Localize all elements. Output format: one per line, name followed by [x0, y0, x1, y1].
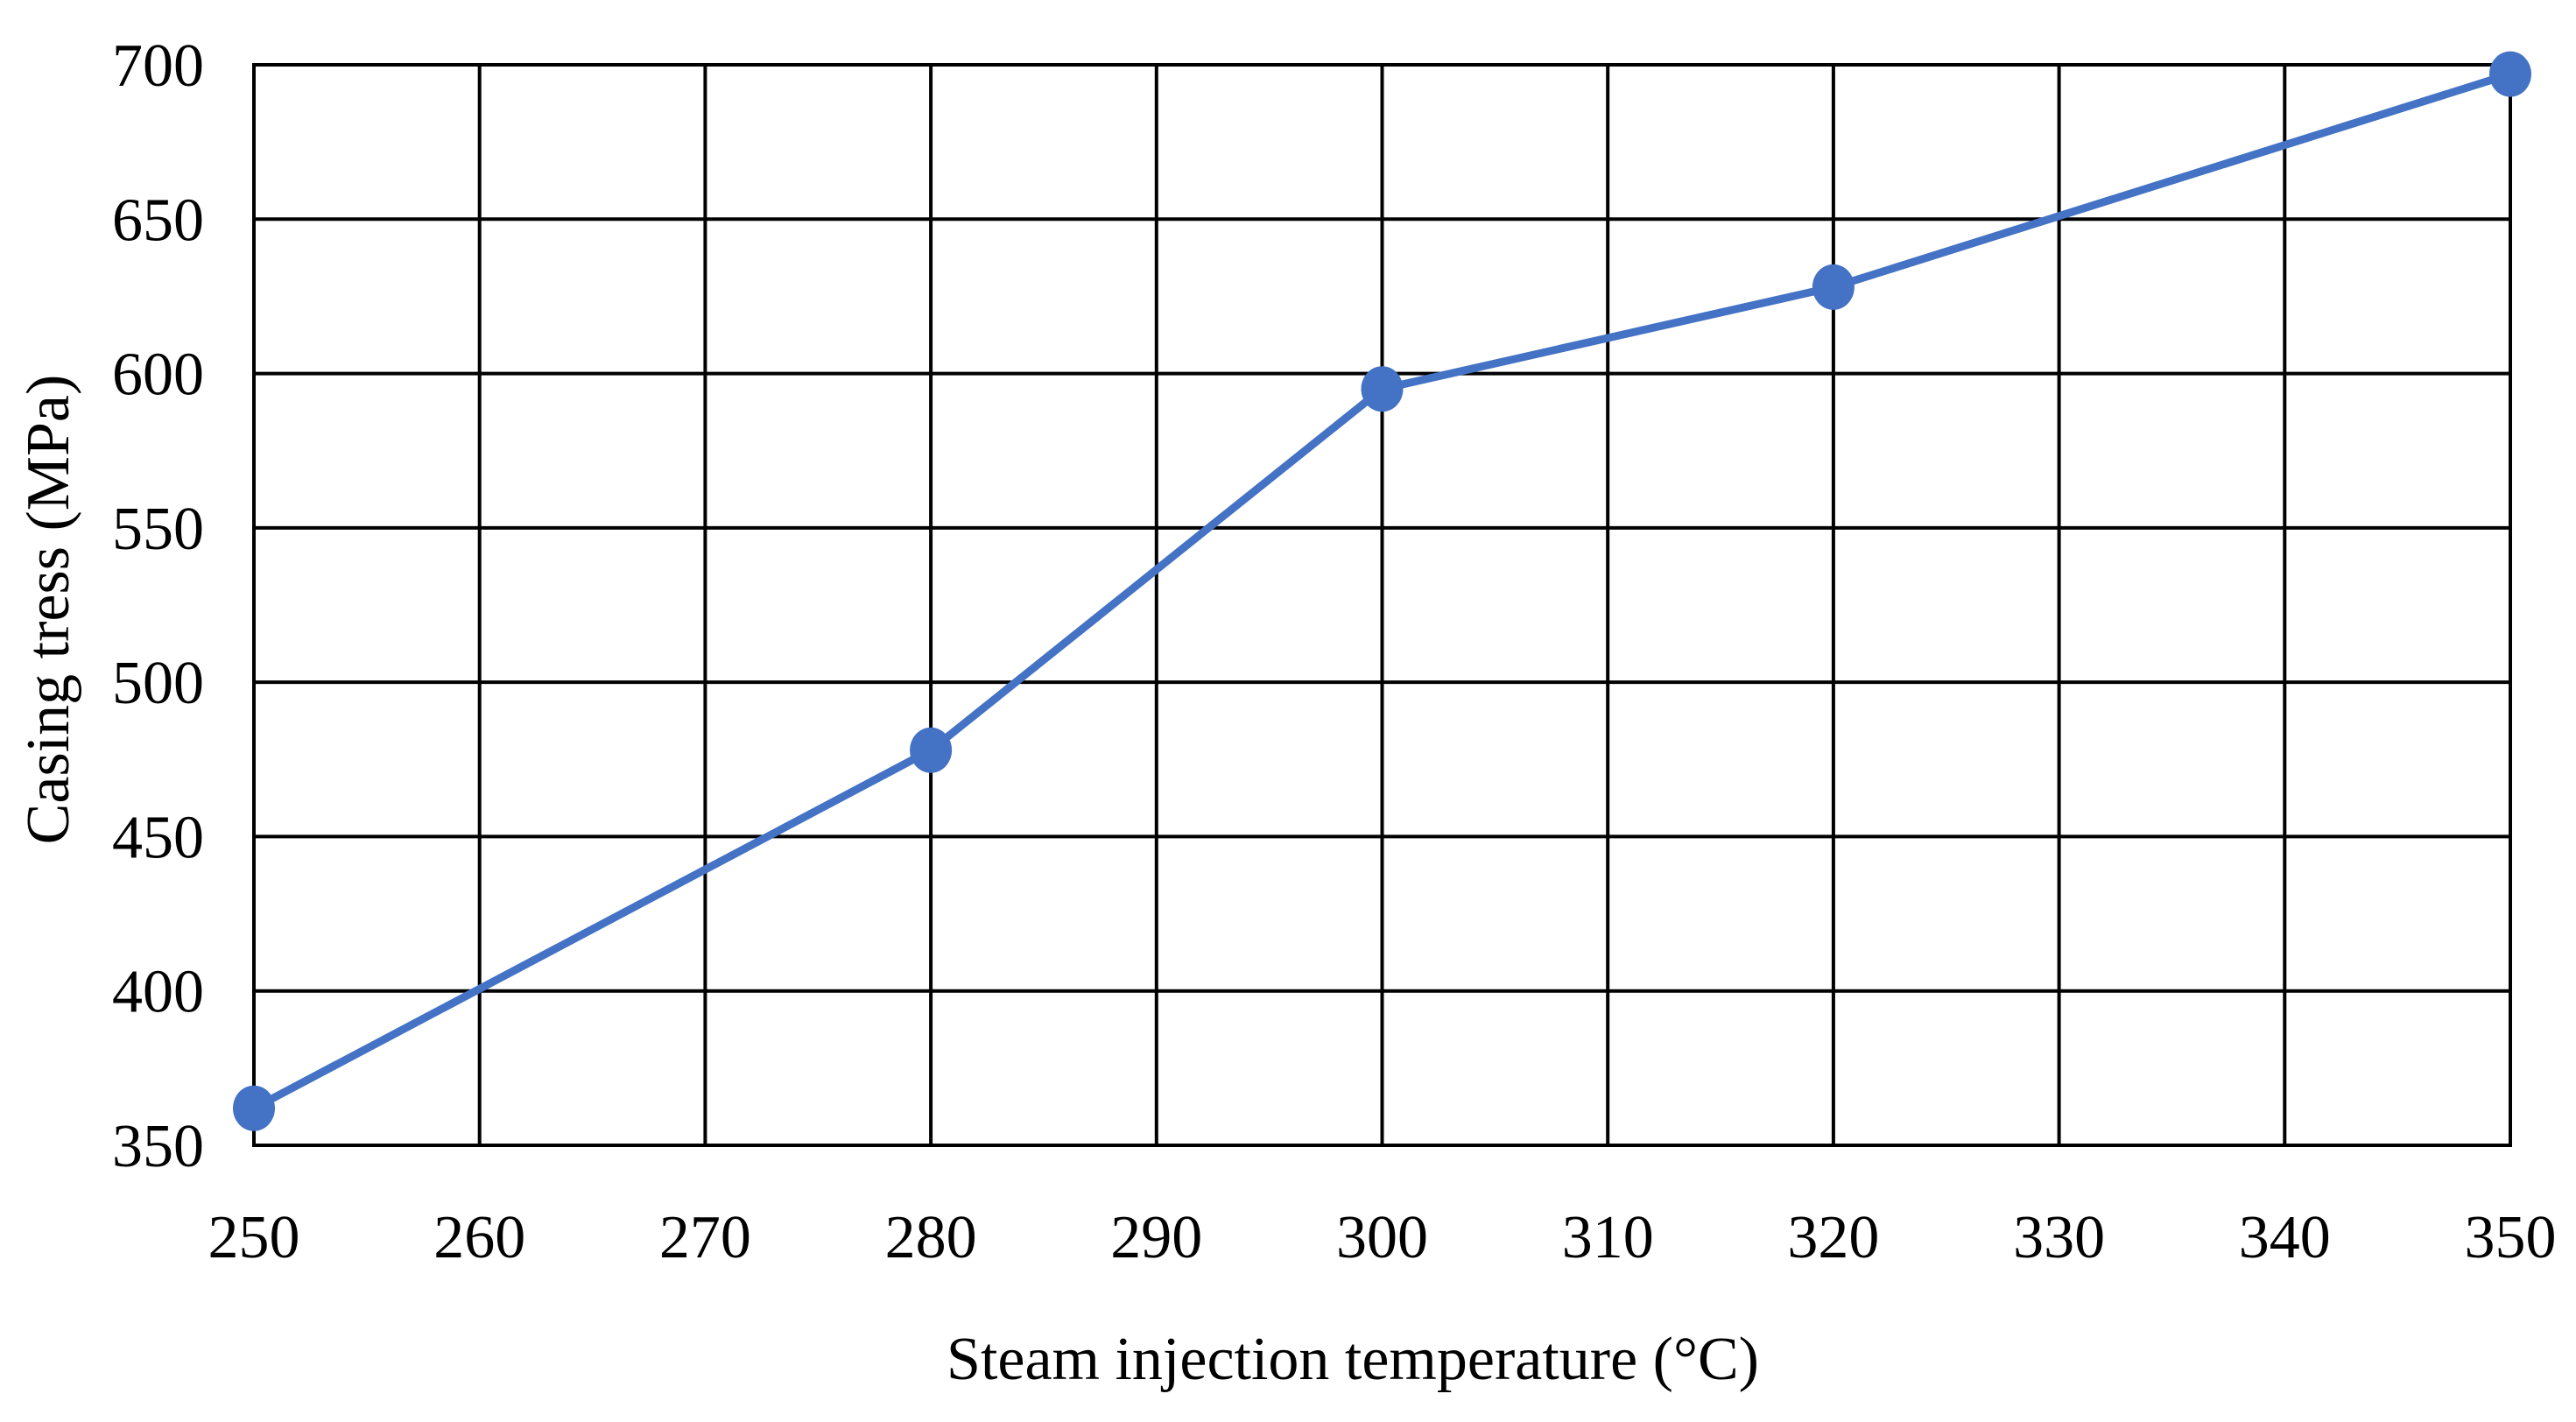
grid [252, 63, 2512, 1147]
plot-frame [252, 63, 2512, 1147]
data-point [1812, 264, 1855, 310]
x-tick-label: 270 [659, 1204, 751, 1271]
x-tick-label: 310 [1562, 1204, 1654, 1271]
data-point [233, 1085, 275, 1131]
y-axis-ticks: 350 400 450 500 550 600 650 700 [112, 32, 204, 1180]
x-tick-label: 320 [1787, 1204, 1879, 1271]
y-axis-title: Casing tress (MPa) [15, 375, 82, 845]
x-tick-label: 290 [1110, 1204, 1202, 1271]
y-tick-label: 550 [112, 496, 204, 563]
series-group [233, 51, 2531, 1131]
x-tick-label: 250 [208, 1204, 300, 1271]
x-tick-label: 350 [2465, 1204, 2557, 1271]
plot-border [252, 63, 2512, 1147]
x-axis-ticks: 250 260 270 280 290 300 310 320 330 340 350 [208, 1204, 2557, 1271]
y-tick-label: 450 [112, 804, 204, 871]
y-tick-label: 650 [112, 187, 204, 254]
y-tick-label: 350 [112, 1113, 204, 1180]
y-tick-label: 500 [112, 650, 204, 717]
data-point [2489, 51, 2531, 97]
y-tick-label: 400 [112, 959, 204, 1026]
x-tick-label: 280 [885, 1204, 977, 1271]
data-point [1361, 366, 1404, 412]
x-tick-label: 340 [2239, 1204, 2331, 1271]
y-tick-label: 700 [112, 32, 204, 100]
x-tick-label: 330 [2013, 1204, 2105, 1271]
x-axis-title: Steam injection temperature (°C) [947, 1326, 1759, 1393]
x-tick-label: 260 [433, 1204, 525, 1271]
y-tick-label: 600 [112, 341, 204, 409]
x-tick-label: 300 [1336, 1204, 1428, 1271]
data-point [910, 727, 953, 773]
